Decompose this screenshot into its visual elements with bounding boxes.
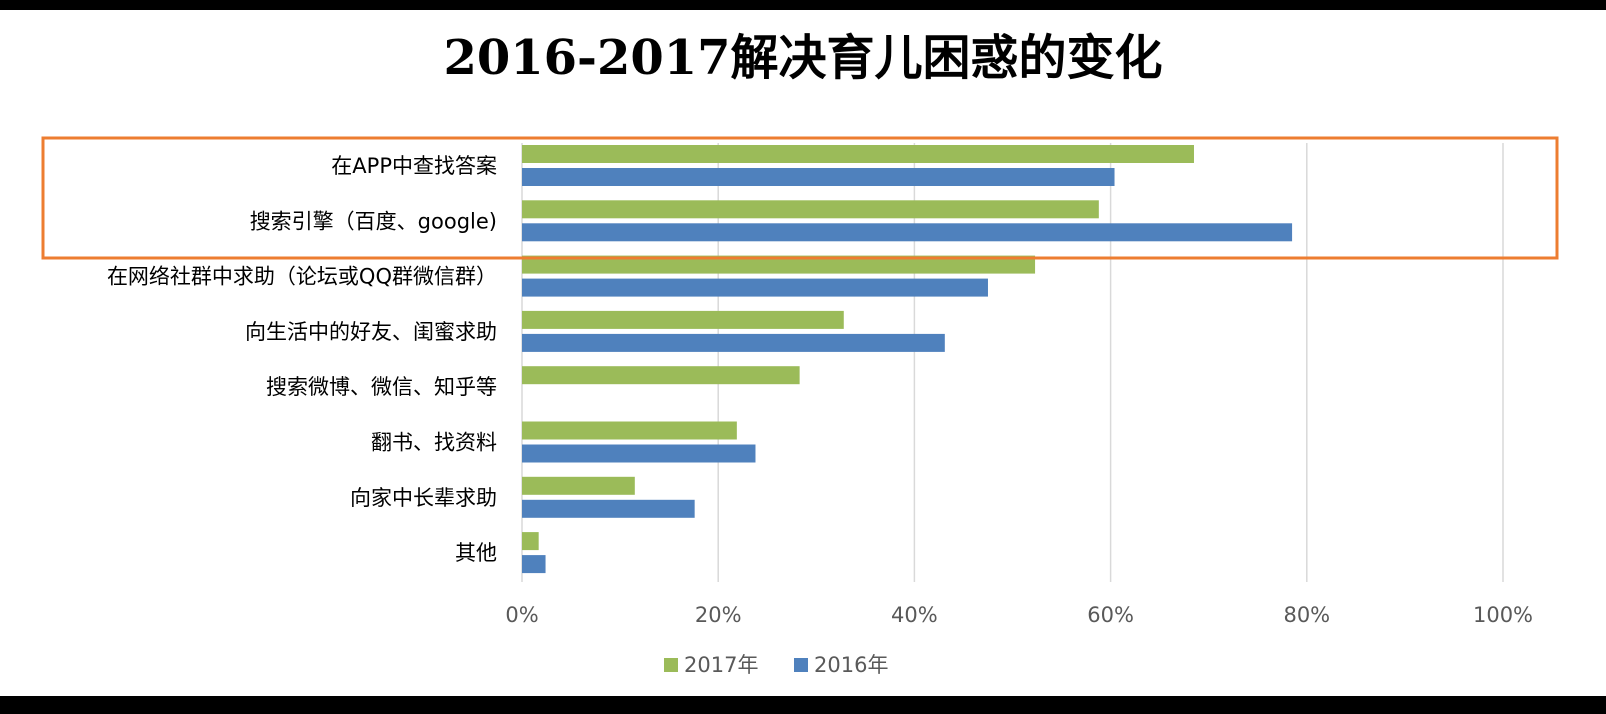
legend-swatch <box>664 658 678 672</box>
bars <box>522 145 1293 574</box>
bar-series2 <box>522 555 546 574</box>
x-tick-label: 0% <box>505 603 538 627</box>
category-label: 其他 <box>455 541 497 565</box>
category-label: 在APP中查找答案 <box>331 154 497 178</box>
x-axis-tick-labels: 0% 20% 40% 60% 80% 100% <box>505 603 1533 627</box>
highlight-box <box>41 136 1559 260</box>
bar-series2 <box>522 333 945 352</box>
x-tick-label: 100% <box>1473 603 1533 627</box>
legend: 2017年 2016年 <box>664 653 888 677</box>
category-label: 向家中长辈求助 <box>350 486 497 510</box>
x-tick-label: 60% <box>1087 603 1134 627</box>
category-label: 搜索引擎（百度、google) <box>250 209 497 233</box>
bar-series2 <box>522 168 1115 186</box>
bar-series1 <box>522 421 737 440</box>
bar-series1 <box>522 200 1099 219</box>
highlight-rectangle <box>41 136 1559 260</box>
x-tick-label: 20% <box>695 603 742 627</box>
chart-background <box>0 10 1606 696</box>
bar-series2 <box>522 444 756 463</box>
bar-series2 <box>522 223 1293 242</box>
category-label: 搜索微博、微信、知乎等 <box>266 375 497 399</box>
category-label: 翻书、找资料 <box>371 431 497 455</box>
bar-series2 <box>522 278 988 297</box>
bar-series1 <box>522 310 844 329</box>
legend-label: 2016年 <box>814 653 888 677</box>
bar-series1 <box>522 145 1194 163</box>
chart-title: 2016-2017解决育儿困惑的变化 <box>443 30 1163 86</box>
legend-swatch <box>794 658 808 672</box>
bar-series1 <box>522 366 800 385</box>
legend-label: 2017年 <box>684 653 758 677</box>
x-tick-label: 80% <box>1283 603 1330 627</box>
bar-series1 <box>522 532 539 551</box>
category-label: 向生活中的好友、闺蜜求助 <box>245 320 497 344</box>
x-tick-label: 40% <box>891 603 938 627</box>
bar-series2 <box>522 499 695 518</box>
category-label: 在网络社群中求助（论坛或QQ群微信群） <box>107 265 497 289</box>
bar-series1 <box>522 255 1036 274</box>
bar-series1 <box>522 476 635 495</box>
